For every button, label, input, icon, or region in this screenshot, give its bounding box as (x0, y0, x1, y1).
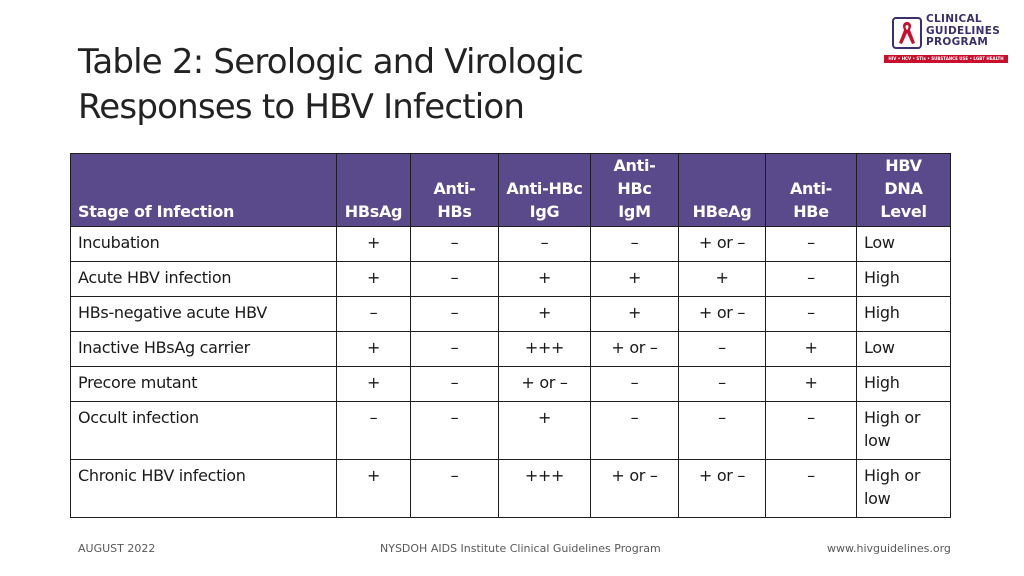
cell-anti-hbc-igg: – (498, 226, 591, 262)
cell-hbeag: + or – (678, 296, 766, 332)
cell-anti-hbs: – (410, 366, 499, 402)
cell-anti-hbe: + (765, 366, 857, 402)
logo-tagline: HIV • HCV • STIs • SUBSTANCE USE • LGBT … (884, 55, 1008, 63)
table-row: Occult infection – – + – – – High or low (70, 401, 951, 460)
cell-hbeag: + (678, 261, 766, 297)
cell-hbsag: – (336, 296, 411, 332)
cell-stage: Occult infection (70, 401, 337, 460)
cell-hbeag: – (678, 331, 766, 367)
cell-hbsag: + (336, 459, 411, 518)
cell-anti-hbe: + (765, 331, 857, 367)
header-hbv-dna-level: HBV DNA Level (856, 153, 951, 227)
cell-stage: Acute HBV infection (70, 261, 337, 297)
header-anti-hbs: Anti-HBs (410, 153, 499, 227)
cell-stage: HBs-negative acute HBV (70, 296, 337, 332)
cell-anti-hbc-igm: + (590, 296, 679, 332)
logo-wordmark: CLINICAL GUIDELINES PROGRAM (926, 13, 1001, 49)
cell-hbsag: – (336, 401, 411, 460)
cell-anti-hbs: – (410, 401, 499, 460)
cell-anti-hbc-igm: – (590, 226, 679, 262)
hbv-serology-table: Stage of Infection HBsAg Anti-HBs Anti-H… (70, 153, 951, 518)
cell-anti-hbs: – (410, 459, 499, 518)
footer-url: www.hivguidelines.org (827, 542, 951, 555)
cell-anti-hbe: – (765, 226, 857, 262)
table-row: Chronic HBV infection + – +++ + or – + o… (70, 459, 951, 518)
cell-stage: Chronic HBV infection (70, 459, 337, 518)
cell-anti-hbs: – (410, 261, 499, 297)
cell-hbeag: + or – (678, 459, 766, 518)
table-row: Acute HBV infection + – + + + – High (70, 261, 951, 297)
cell-hbeag: – (678, 366, 766, 402)
cell-anti-hbs: – (410, 331, 499, 367)
table-row: HBs-negative acute HBV – – + + + or – – … (70, 296, 951, 332)
logo-line-2: GUIDELINES (926, 24, 1001, 37)
cell-hbv-dna: High or low (856, 401, 951, 460)
header-anti-hbc-igm: Anti-HBc IgM (590, 153, 679, 227)
cell-anti-hbc-igm: + or – (590, 459, 679, 518)
cell-hbsag: + (336, 226, 411, 262)
header-hbsag: HBsAg (336, 153, 411, 227)
footer-program: NYSDOH AIDS Institute Clinical Guideline… (380, 542, 661, 555)
header-anti-hbe: Anti-HBe (765, 153, 857, 227)
cell-anti-hbc-igg: + (498, 401, 591, 460)
cell-anti-hbe: – (765, 459, 857, 518)
cell-anti-hbc-igm: – (590, 401, 679, 460)
page-title: Table 2: Serologic and Virologic Respons… (78, 40, 584, 130)
cell-hbeag: – (678, 401, 766, 460)
cell-stage: Incubation (70, 226, 337, 262)
table-row: Incubation + – – – + or – – Low (70, 226, 951, 262)
cell-anti-hbc-igg: + or – (498, 366, 591, 402)
cell-anti-hbs: – (410, 296, 499, 332)
cell-hbv-dna: High or low (856, 459, 951, 518)
table-row: Inactive HBsAg carrier + – +++ + or – – … (70, 331, 951, 367)
cell-anti-hbe: – (765, 296, 857, 332)
cell-hbsag: + (336, 366, 411, 402)
cell-anti-hbs: – (410, 226, 499, 262)
cell-hbv-dna: Low (856, 226, 951, 262)
cell-anti-hbc-igm: + (590, 261, 679, 297)
cell-anti-hbc-igg: +++ (498, 331, 591, 367)
cell-anti-hbc-igm: + or – (590, 331, 679, 367)
table-header-row: Stage of Infection HBsAg Anti-HBs Anti-H… (70, 153, 951, 227)
cell-hbv-dna: Low (856, 331, 951, 367)
cell-hbsag: + (336, 261, 411, 297)
cell-hbeag: + or – (678, 226, 766, 262)
clinical-guidelines-program-logo: CLINICAL GUIDELINES PROGRAM HIV • HCV • … (884, 13, 1008, 64)
cell-hbv-dna: High (856, 366, 951, 402)
cell-anti-hbc-igm: – (590, 366, 679, 402)
cell-hbv-dna: High (856, 296, 951, 332)
awareness-ribbon-icon (892, 17, 922, 49)
cell-anti-hbc-igg: + (498, 296, 591, 332)
logo-line-3: PROGRAM (926, 36, 989, 48)
header-hbeag: HBeAg (678, 153, 766, 227)
cell-anti-hbc-igg: +++ (498, 459, 591, 518)
cell-stage: Inactive HBsAg carrier (70, 331, 337, 367)
header-anti-hbc-igg: Anti-HBc IgG (498, 153, 591, 227)
header-stage-of-infection: Stage of Infection (70, 153, 337, 227)
footer-date: AUGUST 2022 (78, 542, 156, 555)
page-title-line-2: Responses to HBV Infection (78, 87, 525, 127)
cell-hbv-dna: High (856, 261, 951, 297)
table-row: Precore mutant + – + or – – – + High (70, 366, 951, 402)
cell-anti-hbc-igg: + (498, 261, 591, 297)
logo-line-1: CLINICAL (926, 13, 982, 25)
cell-anti-hbe: – (765, 401, 857, 460)
page-title-line-1: Table 2: Serologic and Virologic (78, 42, 584, 82)
cell-hbsag: + (336, 331, 411, 367)
cell-stage: Precore mutant (70, 366, 337, 402)
cell-anti-hbe: – (765, 261, 857, 297)
